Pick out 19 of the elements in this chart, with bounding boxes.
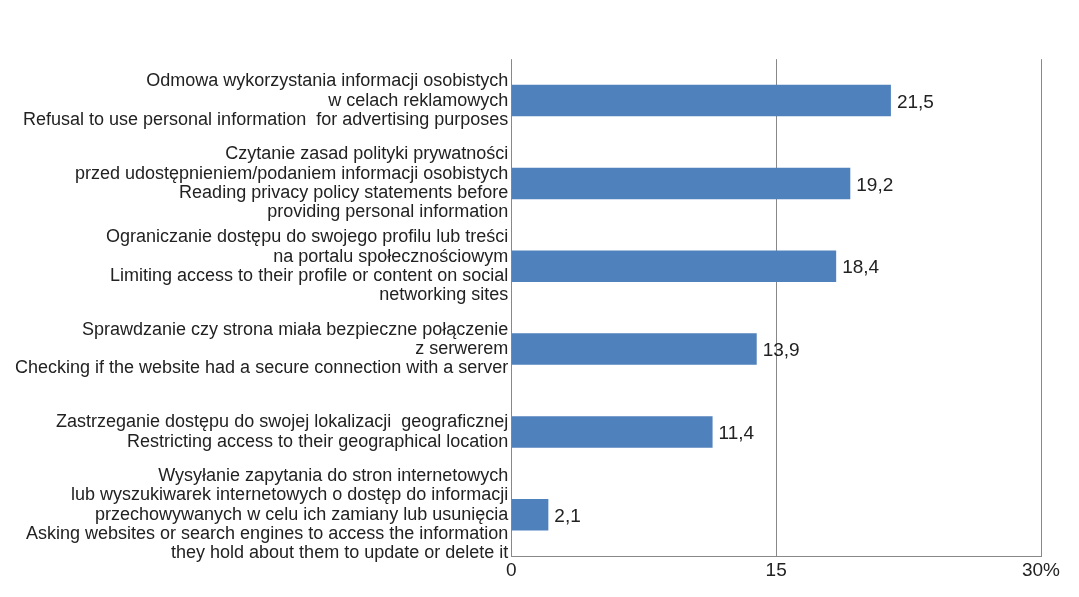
- data-label: 21,5: [896, 90, 934, 112]
- y-tick-label: Czytanie zasad polityki prywatności przed udostępnieniem/podaniem informacji osobistych Reading privacy policy statements before providing personal information: [75, 143, 509, 222]
- data-label: 19,2: [856, 173, 894, 195]
- data-label: 13,9: [762, 339, 800, 361]
- bar: [511, 416, 713, 448]
- bar: [511, 333, 757, 365]
- data-label: 2,1: [554, 505, 581, 527]
- data-label: 18,4: [842, 256, 880, 278]
- bar: [511, 250, 837, 282]
- bar: [511, 84, 891, 117]
- y-tick-label: Sprawdzanie czy strona miała bezpieczne połączenie z serwerem Checking if the website had a secure connection with a server: [14, 318, 509, 378]
- data-label: 11,4: [718, 422, 755, 444]
- y-tick-label: Zastrzeganie dostępu do swojej lokalizacji geograficznej Restricting access to their geographical location: [56, 411, 509, 451]
- bar: [511, 167, 851, 200]
- bar: [511, 499, 549, 531]
- x-tick-label: 30%: [1021, 558, 1061, 580]
- y-tick-label: Ograniczanie dostępu do swojego profilu lub treści na portalu społecznościowym Limiting access to their profile or content on social networking sites: [106, 226, 509, 305]
- y-tick-label: Odmowa wykorzystania informacji osobistych w celach reklamowych Refusal to use personal information for advertising purposes: [23, 70, 509, 129]
- x-tick-label: 15: [765, 558, 787, 580]
